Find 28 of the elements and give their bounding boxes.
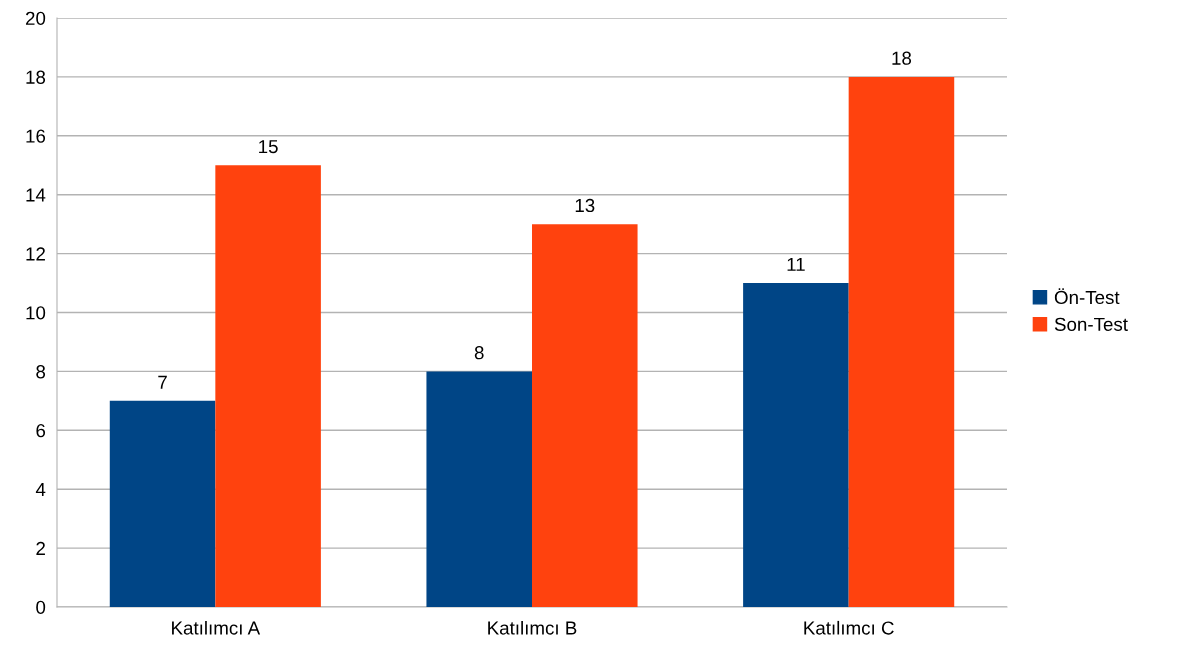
- y-tick-label: 14: [26, 188, 46, 202]
- bar: [532, 224, 638, 607]
- y-tick-label: 4: [35, 483, 46, 496]
- bar: [743, 283, 849, 607]
- data-label: 18: [892, 51, 912, 65]
- y-tick-label: 12: [26, 247, 45, 261]
- data-label: 11: [787, 257, 805, 271]
- data-label: 8: [474, 346, 484, 360]
- legend-label: Ön-Test: [1054, 288, 1120, 305]
- y-tick-label: 16: [26, 129, 46, 143]
- y-tick-label: 0: [36, 600, 46, 614]
- x-tick-label: Katılımcı C: [804, 620, 894, 635]
- y-tick-label: 2: [36, 541, 45, 555]
- y-tick-label: 8: [36, 365, 46, 379]
- y-tick-label: 6: [36, 424, 46, 438]
- bar: [848, 76, 955, 607]
- bar: [426, 371, 532, 607]
- y-tick-label: 10: [26, 306, 46, 320]
- data-label: 7: [158, 375, 167, 389]
- x-tick-label: Katılımcı A: [172, 620, 261, 635]
- y-tick-label: 18: [26, 70, 46, 84]
- bar: [109, 400, 216, 607]
- legend-label: Son-Test: [1054, 317, 1128, 331]
- x-tick-label: Katılımcı B: [488, 620, 577, 635]
- bar: [215, 165, 321, 607]
- y-tick-label: 20: [25, 11, 46, 25]
- data-label: 15: [259, 140, 278, 154]
- data-label: 13: [575, 198, 595, 213]
